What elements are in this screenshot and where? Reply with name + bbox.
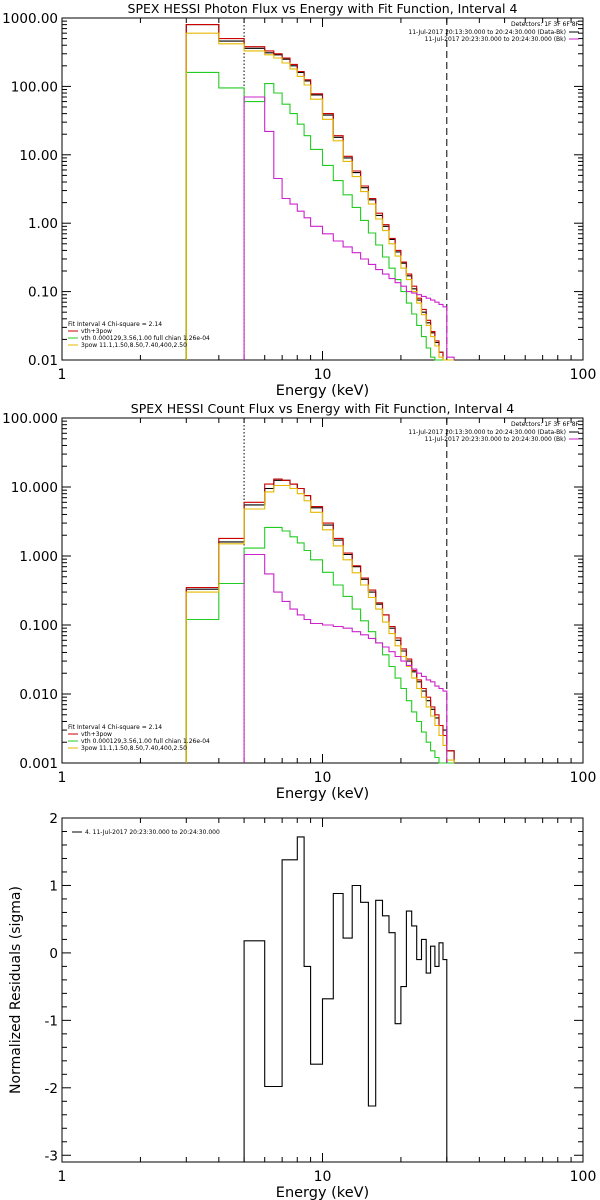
y-tick-label: 1 <box>49 878 58 894</box>
y-tick-label: 0.10 <box>28 285 58 301</box>
x-tick-label: 10 <box>314 770 332 786</box>
y-tick-label: 1.000 <box>19 549 58 565</box>
x-tick-label: 100 <box>570 367 597 383</box>
legend-entry: 11-Jul-2017 20:23:30.000 to 20:24:30.000… <box>425 36 566 43</box>
series-bk-line <box>243 553 448 763</box>
series-vth-line <box>185 71 455 361</box>
fit-legend-entry: 3pow 11.1,1.50,8.50,7.40,400,2.50 <box>81 745 187 752</box>
chart-title: SPEX HESSI Count Flux vs Energy with Fit… <box>131 401 514 416</box>
x-tick-label: 10 <box>314 1169 332 1185</box>
x-tick-label: 1 <box>58 770 67 786</box>
y-axis-label: Normalized Residuals (sigma) <box>8 886 24 1094</box>
series-3pow-line <box>185 484 455 763</box>
legend-entry: 11-Jul-2017 20:13:30.000 to 20:24:30.000… <box>408 429 566 436</box>
residuals-panel: 1 10 100 Energy (keV) -3 -2 -1 0 1 2 Normalized Re… <box>8 811 596 1200</box>
x-tick-label: 100 <box>570 770 597 786</box>
count-flux-panel: SPEX HESSI Count Flux vs Energy with Fit… <box>2 401 596 802</box>
fit-legend-entry: vth+3pow <box>81 328 112 335</box>
series-bk-line <box>243 96 455 360</box>
x-tick-label: 10 <box>314 367 332 383</box>
fit-legend-header: Fit Interval 4 Chi-square = 2.14 <box>68 321 162 328</box>
series-vth-3pow-line <box>185 478 455 763</box>
x-tick-label: 1 <box>58 367 67 383</box>
y-tick-label: 0.01 <box>28 353 58 369</box>
fit-legend-entry: 3pow 11.1,1.50,8.50,7.40,400,2.50 <box>81 342 187 349</box>
fit-legend-header: Fit Interval 4 Chi-square = 2.14 <box>68 724 162 731</box>
y-tick-label: 10.00 <box>19 148 58 164</box>
y-tick-label: 0.010 <box>19 687 58 703</box>
y-tick-label: 1000.00 <box>2 11 58 27</box>
x-tick-label: 1 <box>58 1169 67 1185</box>
series-vth-line <box>185 526 455 764</box>
x-axis-label: Energy (keV) <box>276 1185 369 1200</box>
y-tick-label: 0.001 <box>19 756 58 772</box>
y-tick-label: -3 <box>45 1148 58 1164</box>
y-tick-label: 10.000 <box>11 480 58 496</box>
series-3pow-line <box>185 32 455 361</box>
fit-legend-entry: vth 0.000129,3.56,1.00 full chian 1.26e-… <box>81 738 210 745</box>
fit-legend-entry: vth+3pow <box>81 731 112 738</box>
legend-detectors-header: Detectors: 1F 3F 6F 8F <box>511 421 580 428</box>
chart-title: SPEX HESSI Photon Flux vs Energy with Fi… <box>128 1 518 16</box>
y-tick-label: 1.00 <box>28 216 58 232</box>
photon-flux-panel: SPEX HESSI Photon Flux vs Energy with Fi… <box>2 1 596 399</box>
y-tick-label: 100.00 <box>11 79 58 95</box>
x-axis-label: Energy (keV) <box>276 383 369 399</box>
y-tick-label: -2 <box>45 1081 58 1097</box>
y-tick-label: -1 <box>45 1013 58 1029</box>
legend-detectors-header: Detectors: 1F 3F 6F 8F <box>511 21 580 28</box>
legend-entry: 11-Jul-2017 20:13:30.000 to 20:24:30.000… <box>408 29 566 36</box>
x-axis-label: Energy (keV) <box>276 786 369 802</box>
y-tick-label: 0.100 <box>19 618 58 634</box>
y-tick-label: 100.000 <box>2 411 58 427</box>
fit-legend-entry: vth 0.000129,3.56,1.00 full chian 1.26e-… <box>81 335 210 342</box>
residuals-line <box>243 836 448 1162</box>
x-tick-label: 100 <box>570 1169 597 1185</box>
y-tick-label: 0 <box>49 946 58 962</box>
legend-entry: 11-Jul-2017 20:23:30.000 to 20:24:30.000… <box>425 436 566 443</box>
legend-entry: 4. 11-Jul-2017 20:23:30.000 to 20:24:30.… <box>85 829 220 836</box>
y-tick-label: 2 <box>49 811 58 827</box>
